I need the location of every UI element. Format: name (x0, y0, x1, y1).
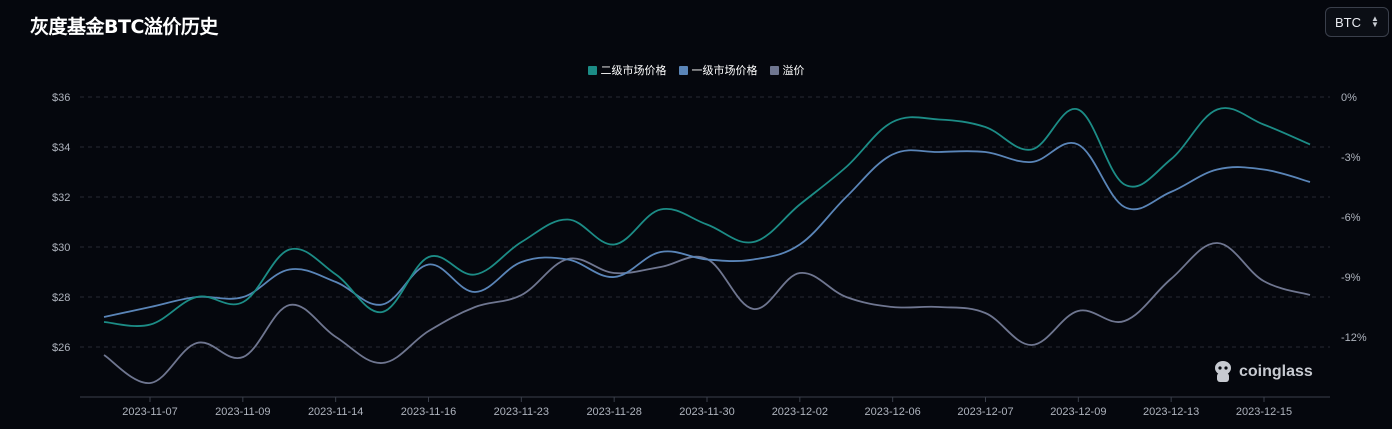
page-title: 灰度基金BTC溢价历史 (30, 16, 218, 38)
coinglass-logo-icon (1215, 361, 1231, 382)
series-line-secondary[interactable] (103, 107, 1311, 327)
y-left-tick-label: $32 (52, 192, 70, 204)
chart-legend: 二级市场价格 一级市场价格 溢价 (0, 62, 1392, 78)
y-left-tick-label: $36 (52, 92, 70, 104)
watermark: coinglass (1212, 359, 1313, 385)
watermark-text: coinglass (1239, 363, 1313, 380)
x-tick-label: 2023-11-09 (215, 406, 270, 418)
y-right-tick-label: -3% (1341, 152, 1361, 164)
x-tick-label: 2023-12-09 (1050, 406, 1106, 418)
legend-item-primary[interactable]: 一级市场价格 (678, 62, 758, 78)
legend-label-primary: 一级市场价格 (691, 64, 758, 77)
x-tick-label: 2023-11-28 (586, 406, 641, 418)
x-tick-label: 2023-11-07 (122, 406, 177, 418)
series-line-premium[interactable] (103, 242, 1311, 384)
y-left-tick-label: $30 (52, 242, 70, 254)
legend-swatch-primary (678, 65, 688, 75)
y-right-tick-label: -9% (1341, 272, 1361, 284)
x-tick-label: 2023-11-30 (679, 406, 734, 418)
x-tick-label: 2023-12-15 (1236, 406, 1292, 418)
legend-swatch-secondary (587, 65, 597, 75)
y-left-tick-label: $28 (52, 292, 70, 304)
series-line-primary[interactable] (103, 141, 1311, 318)
legend-label-premium: 溢价 (782, 64, 805, 77)
x-tick-label: 2023-11-23 (494, 406, 549, 418)
y-right-tick-label: -12% (1341, 332, 1367, 344)
chevron-up-down-icon: ▲ ▼ (1371, 14, 1379, 29)
y-left-tick-label: $26 (52, 342, 70, 354)
x-tick-label: 2023-12-07 (957, 406, 1013, 418)
legend-label-secondary: 二级市场价格 (600, 64, 667, 77)
legend-item-secondary[interactable]: 二级市场价格 (587, 62, 667, 78)
y-left-tick-label: $34 (52, 142, 70, 154)
legend-item-premium[interactable]: 溢价 (769, 62, 805, 78)
asset-select[interactable]: BTC ▲ ▼ (1325, 7, 1389, 37)
x-tick-label: 2023-12-02 (772, 406, 828, 418)
x-tick-label: 2023-12-06 (865, 406, 921, 418)
x-tick-label: 2023-11-14 (308, 406, 363, 418)
asset-select-value: BTC (1335, 14, 1361, 30)
legend-swatch-premium (769, 65, 779, 75)
y-right-tick-label: 0% (1341, 92, 1357, 104)
y-right-tick-label: -6% (1341, 212, 1361, 224)
x-tick-label: 2023-12-13 (1143, 406, 1199, 418)
x-tick-label: 2023-11-16 (401, 406, 456, 418)
